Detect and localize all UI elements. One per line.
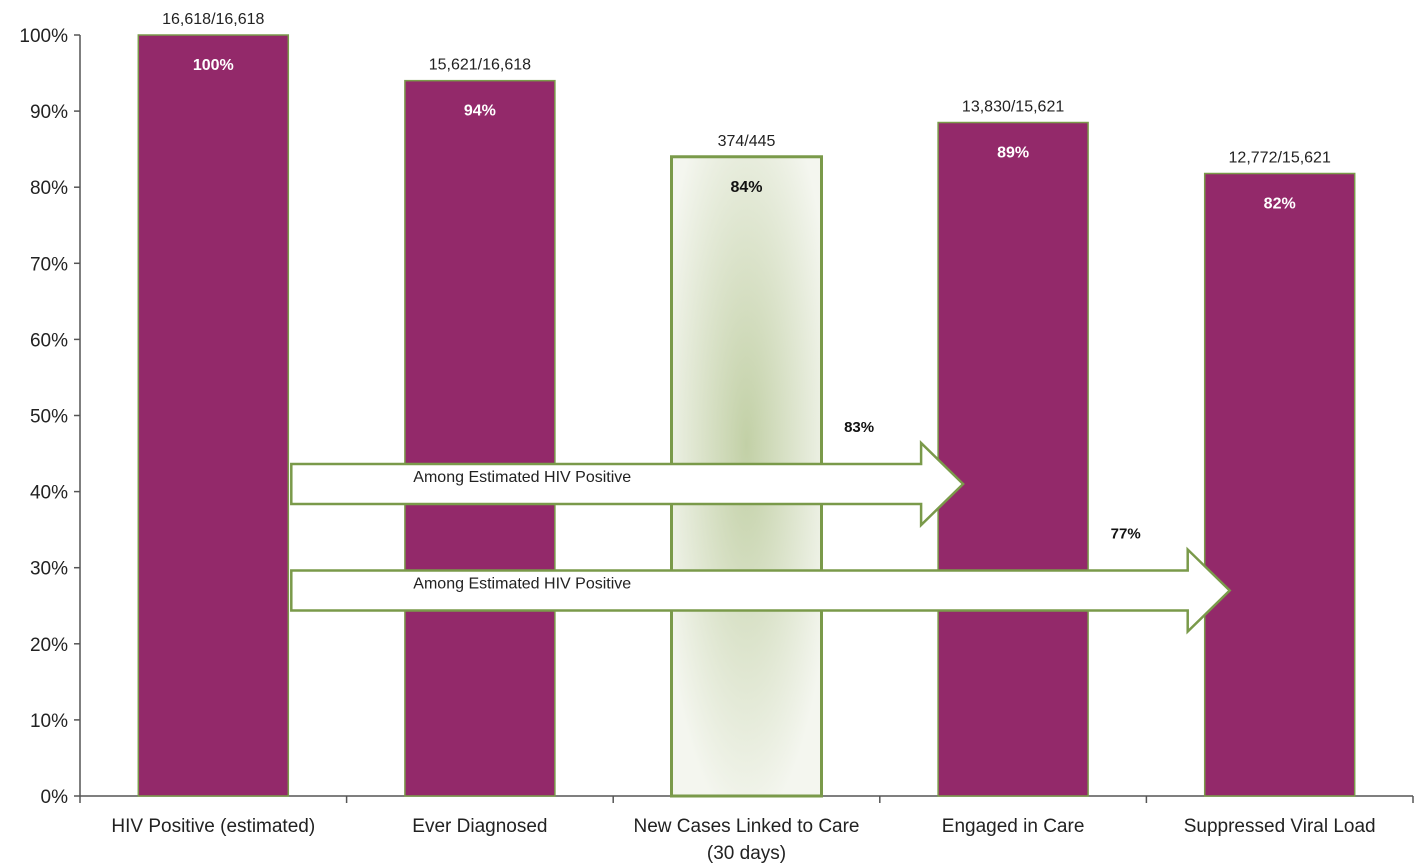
bar-count-label: 15,621/16,618 — [429, 57, 531, 74]
y-tick-label: 10% — [30, 711, 68, 732]
bar — [1203, 172, 1356, 797]
annotation-arrow-label: Among Estimated HIV Positive — [413, 576, 631, 593]
bar-labels: 16,618/16,618 100% 15,621/16,618 94% 374/445… — [162, 11, 1331, 213]
y-tick-label: 90% — [30, 102, 68, 123]
y-tick-label: 80% — [30, 178, 68, 199]
y-tick-label: 30% — [30, 559, 68, 580]
bar-value-label: 100% — [193, 57, 234, 74]
bar-value-label: 94% — [464, 103, 496, 120]
annotation-arrow — [290, 440, 965, 528]
annotation-arrow-value: 83% — [844, 419, 874, 436]
bar-count-label: 13,830/15,621 — [962, 99, 1064, 116]
y-tick-label: 40% — [30, 483, 68, 504]
bars — [137, 34, 1356, 798]
bar-value-label: 89% — [997, 145, 1029, 162]
bar — [137, 34, 290, 797]
annotation-arrow-label: Among Estimated HIV Positive — [413, 469, 631, 486]
x-category-label-line: (30 days) — [707, 843, 786, 864]
y-tick-label: 50% — [30, 407, 68, 428]
y-tick-label: 100% — [19, 26, 68, 47]
x-category-label-line: Ever Diagnosed — [412, 816, 547, 837]
x-category-label: Engaged in Care — [942, 816, 1085, 837]
bar-value-label: 82% — [1264, 196, 1296, 213]
y-tick-label: 70% — [30, 254, 68, 275]
x-category-label-line: Engaged in Care — [942, 816, 1085, 837]
y-tick-label: 0% — [41, 787, 69, 808]
x-category-label: Ever Diagnosed — [412, 816, 547, 837]
x-category-label-line: HIV Positive (estimated) — [111, 816, 315, 837]
annotation-arrow — [290, 546, 1232, 635]
bar-count-label: 16,618/16,618 — [162, 11, 264, 28]
y-tick-label: 60% — [30, 330, 68, 351]
bar-count-label: 12,772/15,621 — [1229, 150, 1331, 167]
annotation-arrows: Among Estimated HIV Positive 83% Among Est… — [290, 419, 1232, 635]
bar-value-label: 84% — [730, 179, 762, 196]
x-category-label-line: New Cases Linked to Care — [634, 816, 860, 837]
annotation-arrow-value: 77% — [1111, 526, 1141, 543]
x-category-label: New Cases Linked to Care (30 days) — [634, 816, 860, 864]
bar-count-label: 374/445 — [718, 133, 776, 150]
y-tick-label: 20% — [30, 635, 68, 656]
x-category-label: Suppressed Viral Load — [1184, 816, 1376, 837]
bar — [937, 121, 1089, 797]
axes: 0% 10% 20% 30% 40% 50% 60% 70% 80% 90% 100% HIV Pos… — [19, 26, 1414, 864]
x-category-label: HIV Positive (estimated) — [111, 816, 315, 837]
x-category-label-line: Suppressed Viral Load — [1184, 816, 1376, 837]
bar — [404, 79, 556, 797]
